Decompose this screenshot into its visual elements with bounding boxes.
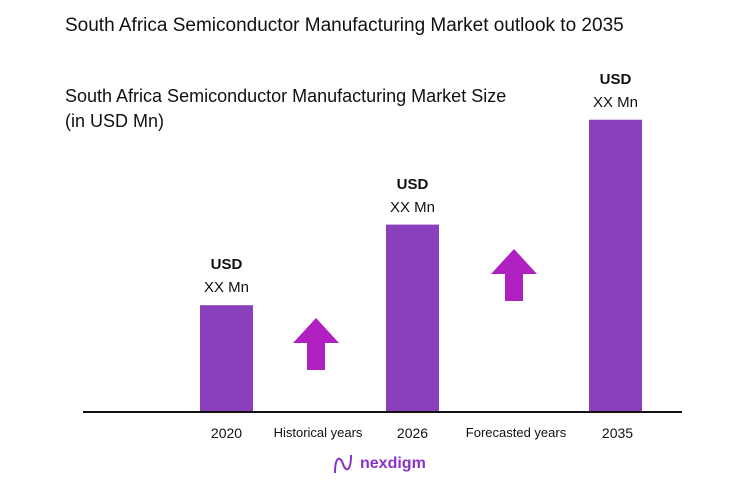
data-label-currency: USD bbox=[396, 175, 429, 193]
chart-title: South Africa Semiconductor Manufacturing… bbox=[65, 15, 624, 36]
annotation-historical: Historical years bbox=[273, 425, 363, 440]
data-label-value: XX Mn bbox=[203, 279, 250, 297]
x-tick-label: 2026 bbox=[396, 425, 429, 441]
x-tick-label: 2020 bbox=[210, 425, 243, 441]
data-label-value: XX Mn bbox=[389, 198, 436, 216]
annotation-forecasted: Forecasted years bbox=[465, 425, 567, 440]
bar-2020 bbox=[200, 305, 253, 412]
growth-arrow-icon bbox=[293, 318, 339, 370]
data-label-value: XX Mn bbox=[592, 93, 639, 111]
nexdigm-logo: nexdigm bbox=[332, 453, 426, 475]
logo-text: nexdigm bbox=[360, 455, 426, 472]
growth-arrow-icon bbox=[491, 249, 537, 301]
x-tick-label: 2035 bbox=[601, 425, 634, 441]
nexdigm-logo-icon bbox=[334, 454, 352, 474]
bar-2035 bbox=[589, 119, 642, 412]
data-label-currency: USD bbox=[599, 70, 632, 88]
chart-subtitle: South Africa Semiconductor Manufacturing… bbox=[65, 86, 507, 131]
data-label-currency: USD bbox=[210, 256, 243, 274]
bar-2026 bbox=[386, 224, 439, 412]
